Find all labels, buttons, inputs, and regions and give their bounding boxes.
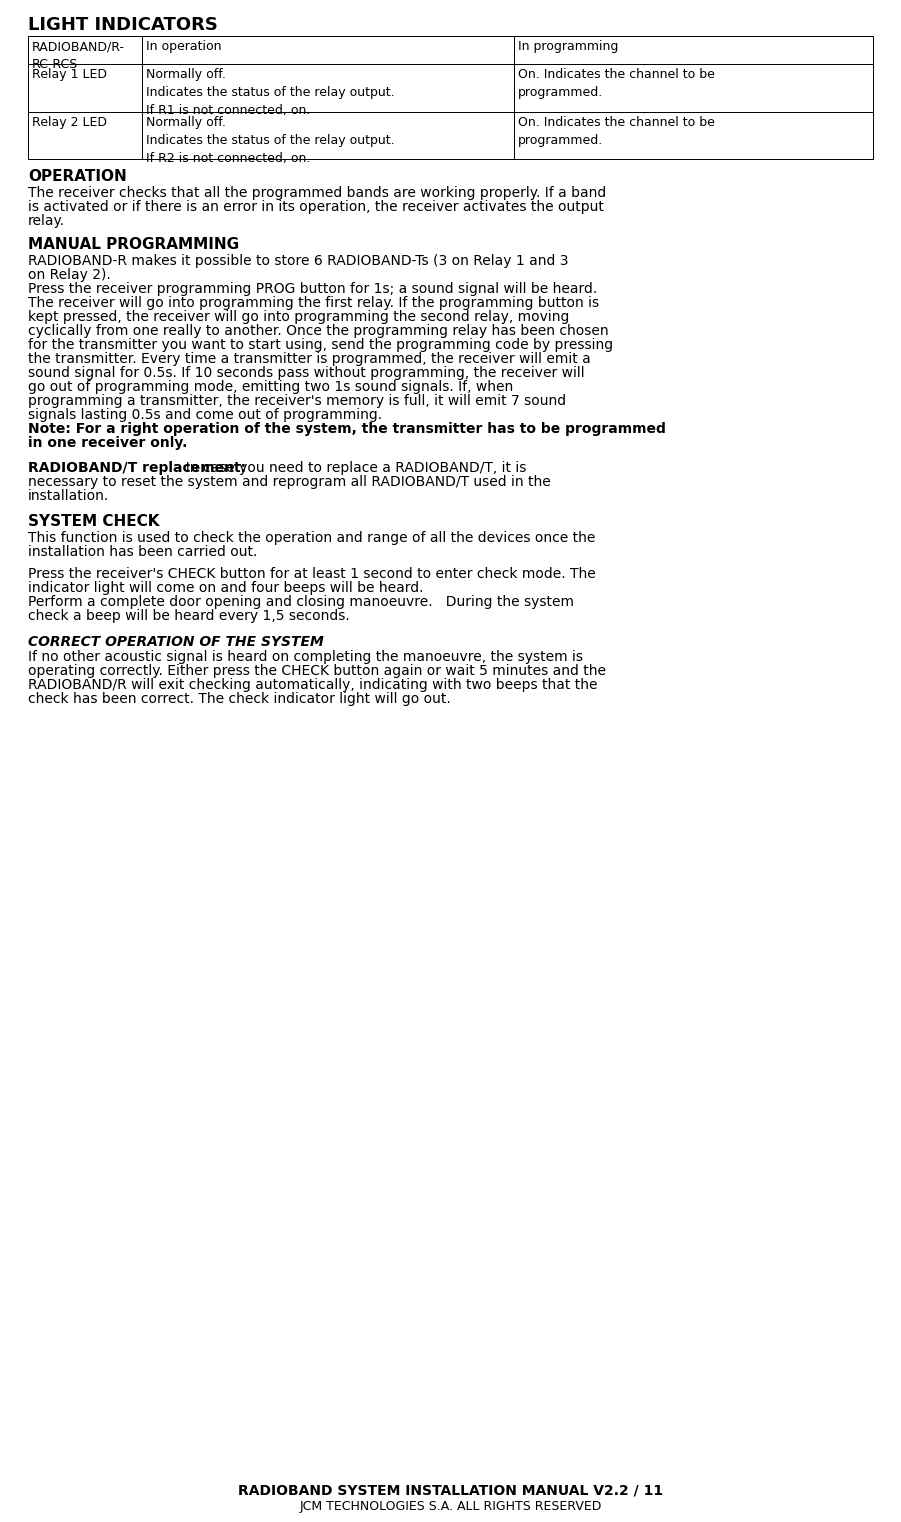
Bar <box>142 111 514 160</box>
Text: installation.: installation. <box>28 489 109 502</box>
Text: RADIOBAND/T replacement:: RADIOBAND/T replacement: <box>28 461 246 475</box>
Text: This function is used to check the operation and range of all the devices once t: This function is used to check the opera… <box>28 531 596 545</box>
Bar <box>28 37 142 64</box>
Text: Relay 1 LED: Relay 1 LED <box>32 68 107 81</box>
Text: go out of programming mode, emitting two 1s sound signals. If, when: go out of programming mode, emitting two… <box>28 379 514 394</box>
Bar <box>514 111 873 160</box>
Text: In operation: In operation <box>146 40 222 53</box>
Text: cyclically from one really to another. Once the programming relay has been chose: cyclically from one really to another. O… <box>28 324 608 338</box>
Text: Press the receiver's CHECK button for at least 1 second to enter check mode. The: Press the receiver's CHECK button for at… <box>28 568 596 581</box>
Bar <box>514 64 873 111</box>
Text: check a beep will be heard every 1,5 seconds.: check a beep will be heard every 1,5 sec… <box>28 609 350 624</box>
Text: in one receiver only.: in one receiver only. <box>28 435 187 449</box>
Text: operating correctly. Either press the CHECK button again or wait 5 minutes and t: operating correctly. Either press the CH… <box>28 664 606 677</box>
Text: Press the receiver programming PROG button for 1s; a sound signal will be heard.: Press the receiver programming PROG butt… <box>28 282 597 295</box>
Text: RADIOBAND/R-
RC-RCS: RADIOBAND/R- RC-RCS <box>32 40 125 72</box>
Text: The receiver will go into programming the first relay. If the programming button: The receiver will go into programming th… <box>28 295 599 309</box>
Text: for the transmitter you want to start using, send the programming code by pressi: for the transmitter you want to start us… <box>28 338 613 352</box>
Text: On. Indicates the channel to be
programmed.: On. Indicates the channel to be programm… <box>518 68 714 99</box>
Text: On. Indicates the channel to be
programmed.: On. Indicates the channel to be programm… <box>518 116 714 146</box>
Text: signals lasting 0.5s and come out of programming.: signals lasting 0.5s and come out of pro… <box>28 408 382 422</box>
Text: RADIOBAND/R will exit checking automatically, indicating with two beeps that the: RADIOBAND/R will exit checking automatic… <box>28 677 597 693</box>
Bar <box>28 111 142 160</box>
Text: JCM TECHNOLOGIES S.A. ALL RIGHTS RESERVED: JCM TECHNOLOGIES S.A. ALL RIGHTS RESERVE… <box>299 1501 602 1513</box>
Text: MANUAL PROGRAMMING: MANUAL PROGRAMMING <box>28 236 239 251</box>
Text: OPERATION: OPERATION <box>28 169 127 184</box>
Text: In case you need to replace a RADIOBAND/T, it is: In case you need to replace a RADIOBAND/… <box>177 461 526 475</box>
Text: on Relay 2).: on Relay 2). <box>28 268 111 282</box>
Text: Relay 2 LED: Relay 2 LED <box>32 116 107 129</box>
Text: installation has been carried out.: installation has been carried out. <box>28 545 258 559</box>
Text: Normally off.
Indicates the status of the relay output.
If R1 is not connected, : Normally off. Indicates the status of th… <box>146 68 395 117</box>
Text: In programming: In programming <box>518 40 618 53</box>
Text: Note: For a right operation of the system, the transmitter has to be programmed: Note: For a right operation of the syste… <box>28 422 666 435</box>
Text: Perform a complete door opening and closing manoeuvre.   During the system: Perform a complete door opening and clos… <box>28 595 574 609</box>
Text: LIGHT INDICATORS: LIGHT INDICATORS <box>28 17 218 33</box>
Text: SYSTEM CHECK: SYSTEM CHECK <box>28 514 159 530</box>
Text: is activated or if there is an error in its operation, the receiver activates th: is activated or if there is an error in … <box>28 201 604 215</box>
Text: indicator light will come on and four beeps will be heard.: indicator light will come on and four be… <box>28 581 423 595</box>
Text: programming a transmitter, the receiver's memory is full, it will emit 7 sound: programming a transmitter, the receiver'… <box>28 394 566 408</box>
Text: The receiver checks that all the programmed bands are working properly. If a ban: The receiver checks that all the program… <box>28 186 606 201</box>
Text: kept pressed, the receiver will go into programming the second relay, moving: kept pressed, the receiver will go into … <box>28 309 569 324</box>
Text: check has been correct. The check indicator light will go out.: check has been correct. The check indica… <box>28 693 450 706</box>
Bar <box>142 64 514 111</box>
Bar <box>142 37 514 64</box>
Text: necessary to reset the system and reprogram all RADIOBAND/T used in the: necessary to reset the system and reprog… <box>28 475 551 489</box>
Text: CORRECT OPERATION OF THE SYSTEM: CORRECT OPERATION OF THE SYSTEM <box>28 635 323 648</box>
Bar <box>28 64 142 111</box>
Text: Normally off.
Indicates the status of the relay output.
If R2 is not connected, : Normally off. Indicates the status of th… <box>146 116 395 164</box>
Text: sound signal for 0.5s. If 10 seconds pass without programming, the receiver will: sound signal for 0.5s. If 10 seconds pas… <box>28 365 585 379</box>
Text: RADIOBAND-R makes it possible to store 6 RADIOBAND-Ts (3 on Relay 1 and 3: RADIOBAND-R makes it possible to store 6… <box>28 254 569 268</box>
Text: the transmitter. Every time a transmitter is programmed, the receiver will emit : the transmitter. Every time a transmitte… <box>28 352 591 365</box>
Text: If no other acoustic signal is heard on completing the manoeuvre, the system is: If no other acoustic signal is heard on … <box>28 650 583 664</box>
Text: relay.: relay. <box>28 215 65 228</box>
Bar <box>514 37 873 64</box>
Text: RADIOBAND SYSTEM INSTALLATION MANUAL V2.2 / 11: RADIOBAND SYSTEM INSTALLATION MANUAL V2.… <box>238 1484 663 1498</box>
